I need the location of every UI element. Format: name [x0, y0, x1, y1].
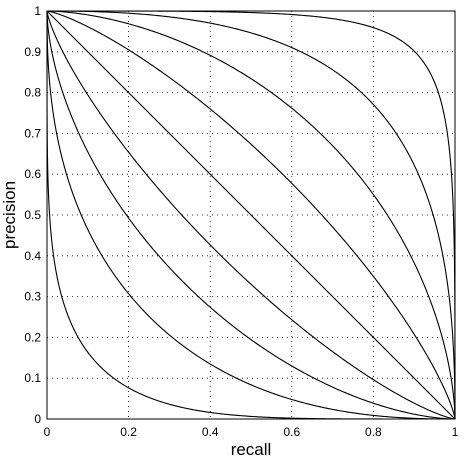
y-tick-label: 0.8	[24, 86, 41, 100]
x-tick-label: 0	[44, 425, 51, 439]
x-tick-label: 0.2	[120, 425, 137, 439]
curves	[46, 10, 456, 420]
y-tick-label: 0	[34, 412, 41, 426]
y-tick-label: 0.4	[24, 249, 41, 263]
x-tick-label: 0.6	[283, 425, 300, 439]
y-tick-label: 0.9	[24, 45, 41, 59]
y-tick-label: 0.2	[24, 330, 41, 344]
y-tick-label: 0.3	[24, 290, 41, 304]
x-tick-label: 1	[452, 425, 459, 439]
plot-frame	[46, 10, 456, 420]
grid	[47, 11, 455, 419]
y-tick-labels: 0 0.1 0.2 0.3 0.4 0.5 0.6 0.7 0.8 0.9 1	[24, 4, 41, 426]
pr-curve-6	[46, 10, 456, 420]
x-tick-label: 0.8	[365, 425, 382, 439]
x-tick-labels: 0 0.2 0.4 0.6 0.8 1	[44, 425, 459, 439]
y-tick-label: 0.6	[24, 167, 41, 181]
y-tick-label: 0.7	[24, 126, 41, 140]
y-tick-label: 0.5	[24, 208, 41, 222]
x-axis-label: recall	[231, 440, 272, 459]
x-tick-label: 0.4	[202, 425, 219, 439]
y-axis-label: precision	[0, 181, 19, 249]
pr-curve-4	[46, 10, 456, 420]
y-tick-label: 0.1	[24, 371, 41, 385]
pr-curve-5	[46, 10, 456, 420]
pr-curve-3	[47, 10, 456, 420]
pr-curve-7	[46, 10, 455, 420]
y-tick-label: 1	[34, 4, 41, 18]
